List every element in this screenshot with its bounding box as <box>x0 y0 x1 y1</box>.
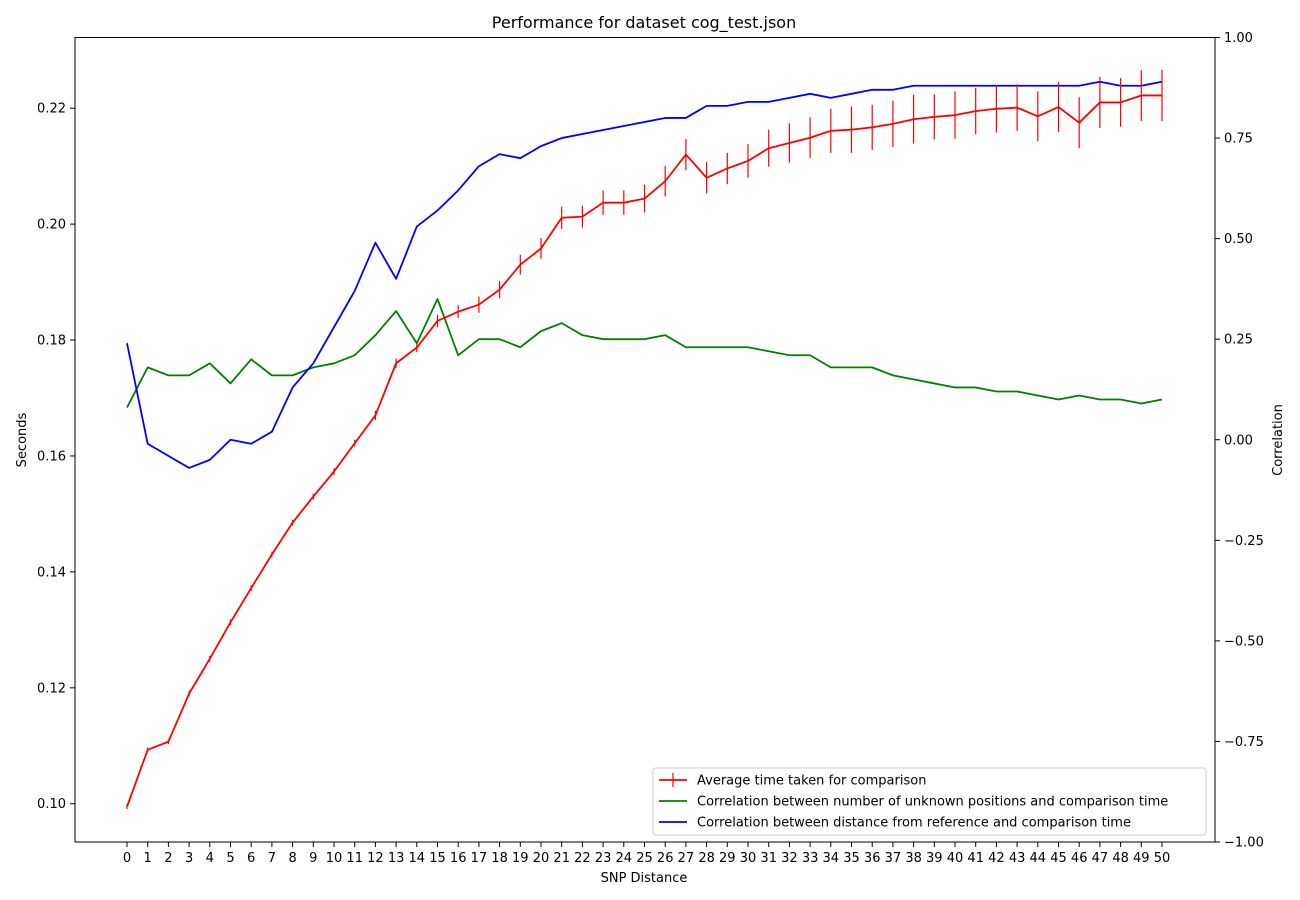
x-tick-label: 50 <box>1154 851 1171 866</box>
x-tick-label: 37 <box>885 851 902 866</box>
x-tick-label: 23 <box>595 851 612 866</box>
y-axis-label-right: Correlation <box>1271 404 1286 476</box>
x-tick-label: 11 <box>346 851 363 866</box>
x-tick-label: 36 <box>864 851 881 866</box>
x-tick-label: 41 <box>967 851 984 866</box>
x-tick-label: 3 <box>185 851 193 866</box>
y-tick-label-right: −0.25 <box>1224 534 1264 549</box>
x-tick-label: 10 <box>326 851 343 866</box>
x-tick-label: 14 <box>409 851 426 866</box>
y-tick-label-right: 1.00 <box>1224 31 1253 46</box>
y-tick-label-right: −0.75 <box>1224 735 1264 750</box>
x-tick-label: 20 <box>533 851 550 866</box>
x-tick-label: 1 <box>144 851 152 866</box>
series-line-2 <box>126 80 1163 469</box>
legend-label: Average time taken for comparison <box>697 774 926 789</box>
x-tick-label: 48 <box>1112 851 1129 866</box>
x-tick-label: 25 <box>636 851 653 866</box>
x-tick-label: 33 <box>802 851 819 866</box>
legend-label: Correlation between number of unknown po… <box>697 795 1168 810</box>
x-tick-label: 34 <box>823 851 840 866</box>
y-tick-label-left: 0.16 <box>37 449 66 464</box>
y-tick-label-left: 0.14 <box>37 565 66 580</box>
x-tick-label: 30 <box>740 851 757 866</box>
x-tick-label: 44 <box>1030 851 1047 866</box>
y-tick-label-right: 0.75 <box>1224 132 1253 147</box>
chart-title: Performance for dataset cog_test.json <box>492 13 796 33</box>
x-tick-label: 2 <box>164 851 172 866</box>
x-tick-label: 21 <box>553 851 570 866</box>
x-tick-label: 18 <box>491 851 508 866</box>
y-tick-label-right: 0.00 <box>1224 433 1253 448</box>
x-tick-label: 40 <box>947 851 964 866</box>
x-tick-label: 17 <box>471 851 488 866</box>
x-tick-label: 24 <box>616 851 633 866</box>
y-tick-label-left: 0.22 <box>37 102 66 117</box>
x-tick-label: 15 <box>429 851 446 866</box>
x-tick-label: 39 <box>926 851 943 866</box>
x-tick-label: 47 <box>1092 851 1109 866</box>
y-tick-label-right: −1.00 <box>1224 836 1264 851</box>
x-tick-label: 0 <box>123 851 131 866</box>
x-tick-label: 27 <box>678 851 695 866</box>
axes: 0 1 2 3 4 5 6 7 8 9 10 11 12 13 14 15 16 17 18 19 20 21 22 23 24… <box>37 31 1264 866</box>
y-tick-label-right: −0.50 <box>1224 634 1264 649</box>
series-line-1 <box>126 298 1163 408</box>
x-tick-label: 29 <box>719 851 736 866</box>
x-tick-label: 45 <box>1050 851 1067 866</box>
x-tick-label: 19 <box>512 851 529 866</box>
x-tick-label: 12 <box>367 851 384 866</box>
x-tick-label: 49 <box>1133 851 1150 866</box>
x-tick-label: 6 <box>247 851 255 866</box>
x-tick-label: 46 <box>1071 851 1088 866</box>
x-tick-label: 38 <box>905 851 922 866</box>
y-tick-label-left: 0.18 <box>37 334 66 349</box>
x-tick-label: 31 <box>760 851 777 866</box>
y-axis-label-left: Seconds <box>15 412 30 467</box>
x-tick-label: 16 <box>450 851 467 866</box>
y-tick-label-left: 0.10 <box>37 797 66 812</box>
x-tick-label: 42 <box>988 851 1005 866</box>
legend: Average time taken for comparison Correla… <box>652 767 1207 836</box>
x-tick-label: 13 <box>388 851 405 866</box>
x-tick-label: 26 <box>657 851 674 866</box>
y-tick-label-left: 0.12 <box>37 681 66 696</box>
legend-label: Correlation between distance from refere… <box>697 816 1131 831</box>
x-tick-label: 43 <box>1009 851 1026 866</box>
x-tick-label: 32 <box>781 851 798 866</box>
y-tick-label-left: 0.20 <box>37 218 66 233</box>
x-tick-label: 4 <box>206 851 214 866</box>
x-tick-label: 7 <box>268 851 276 866</box>
y-tick-label-right: 0.25 <box>1224 333 1253 348</box>
x-tick-label: 22 <box>574 851 591 866</box>
legend-box <box>652 767 1207 836</box>
plot-area <box>126 69 1163 809</box>
x-tick-label: 28 <box>698 851 715 866</box>
x-tick-label: 8 <box>288 851 296 866</box>
x-tick-label: 5 <box>226 851 234 866</box>
x-tick-label: 35 <box>843 851 860 866</box>
y-tick-label-right: 0.50 <box>1224 232 1253 247</box>
x-tick-label: 9 <box>309 851 317 866</box>
x-axis-label: SNP Distance <box>601 871 688 886</box>
